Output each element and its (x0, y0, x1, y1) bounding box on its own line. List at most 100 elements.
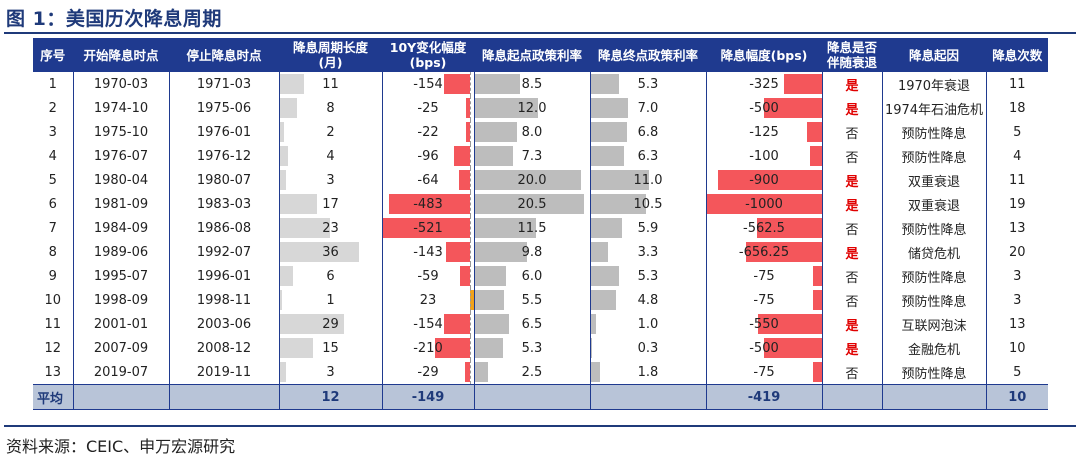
data-bar (474, 98, 539, 118)
recession-cell: 否 (822, 288, 883, 312)
data-bar (590, 242, 609, 262)
end-rate-cell: 7.0 (590, 96, 707, 120)
data-bar (784, 74, 821, 94)
cut-cell: -125 (706, 120, 823, 144)
data-bar (590, 314, 596, 334)
table-row: 11 2001-01 2003-06 29 -154 6.5 1.0 -550 是互联网泡沫 13 (33, 312, 1048, 336)
start-rate-cell: 5.3 (474, 336, 591, 360)
start-cell: 1976-07 (73, 144, 170, 168)
reason-cell: 双重衰退 (882, 192, 987, 216)
seq-cell: 12 (33, 336, 74, 360)
start-rate-cell: 8.5 (474, 72, 591, 96)
data-bar (764, 98, 821, 118)
data-bar (706, 194, 821, 214)
count-cell: 18 (1008, 100, 1026, 116)
start-rate-cell: 12.0 (474, 96, 591, 120)
end-rate-cell: 6.3 (590, 144, 707, 168)
end-rate-cell: 1.8 (590, 360, 707, 385)
data-bar (459, 266, 470, 286)
y10-cell: -154 (382, 72, 475, 96)
end-cell: 1976-12 (169, 144, 280, 168)
y10-cell: -25 (382, 96, 475, 120)
seq-cell: 1 (33, 72, 74, 96)
data-bar (465, 362, 470, 382)
cut-cell: -562.5 (706, 216, 823, 240)
data-bar (474, 290, 504, 310)
data-bar (812, 266, 821, 286)
y10-cell: -483 (382, 192, 475, 216)
length-cell: 23 (279, 216, 383, 240)
start-cell: 2001-01 (73, 312, 170, 336)
cut-cell: -75 (706, 360, 823, 385)
table-row: 1 1970-03 1971-03 11 -154 8.5 5.3 -325 是 1970年衰退 1… (33, 72, 1048, 96)
zero-line (469, 240, 471, 264)
data-bar (279, 122, 284, 142)
data-bar (590, 194, 647, 214)
data-bar (807, 122, 821, 142)
zero-line (469, 312, 471, 336)
end-cell: 2003-06 (169, 312, 280, 336)
start-rate-cell: 7.3 (474, 144, 591, 168)
end-rate-cell: 5.3 (590, 264, 707, 288)
start-rate-cell: 9.8 (474, 240, 591, 264)
reason-cell: 预防性降息 (882, 360, 987, 385)
col-end-rate: 降息终点政策利率 (590, 38, 707, 72)
average-empty (169, 384, 280, 410)
end-cell: 2019-11 (169, 360, 280, 385)
cut-cell: -500 (706, 336, 823, 360)
end-cell: 1983-03 (169, 192, 280, 216)
count-cell: 19 (1008, 196, 1026, 212)
average-count: 10 (986, 384, 1048, 410)
average-empty (73, 384, 170, 410)
zero-line (469, 288, 471, 312)
length-cell: 17 (279, 192, 383, 216)
length-cell: 29 (279, 312, 383, 336)
data-bar (590, 218, 622, 238)
start-cell: 1974-10 (73, 96, 170, 120)
start-rate-cell: 8.0 (474, 120, 591, 144)
zero-line (469, 120, 471, 144)
table-row: 6 1981-09 1983-03 17 -483 20.5 10.5 -1000 是双重衰退 1… (33, 192, 1048, 216)
reason-cell: 互联网泡沫 (882, 312, 987, 336)
average-cut: -419 (706, 384, 823, 410)
end-cell: 1986-08 (169, 216, 280, 240)
length-cell: 3 (279, 168, 383, 192)
data-bar (590, 266, 619, 286)
data-bar (279, 98, 298, 118)
seq-cell: 2 (33, 96, 74, 120)
data-bar (279, 266, 293, 286)
cut-cell: -75 (706, 264, 823, 288)
cut-cell: -500 (706, 96, 823, 120)
data-bar (590, 290, 617, 310)
data-bar (474, 74, 520, 94)
figure-title: 图 1：美国历次降息周期 (6, 8, 222, 30)
data-bar (459, 170, 470, 190)
start-rate-cell: 11.5 (474, 216, 591, 240)
start-rate-cell: 6.0 (474, 264, 591, 288)
start-cell: 1998-09 (73, 288, 170, 312)
table-row: 13 2019-07 2019-11 3 -29 2.5 1.8 -75 否预防性降息 5 (33, 360, 1048, 385)
recession-cell: 否 (822, 216, 883, 240)
zero-line (469, 96, 471, 120)
seq-cell: 6 (33, 192, 74, 216)
length-cell: 11 (279, 72, 383, 96)
length-cell: 2 (279, 120, 383, 144)
data-bar (453, 146, 470, 166)
cut-cell: -325 (706, 72, 823, 96)
end-cell: 1992-07 (169, 240, 280, 264)
count-cell: 13 (1008, 316, 1026, 332)
table-row: 5 1980-04 1980-07 3 -64 20.0 11.0 -900 是双重衰退 11 (33, 168, 1048, 192)
data-bar (756, 218, 821, 238)
cut-cell: -656.25 (706, 240, 823, 264)
data-bar (474, 146, 514, 166)
average-row: 平均 12 -149 -419 10 (33, 384, 1048, 410)
cut-cell: -550 (706, 312, 823, 336)
average-length: 12 (279, 384, 383, 410)
end-rate-cell: 5.9 (590, 216, 707, 240)
y10-cell: -29 (382, 360, 475, 385)
data-bar (466, 122, 470, 142)
start-rate-cell: 20.5 (474, 192, 591, 216)
zero-line (469, 144, 471, 168)
start-cell: 1980-04 (73, 168, 170, 192)
y10-cell: -59 (382, 264, 475, 288)
